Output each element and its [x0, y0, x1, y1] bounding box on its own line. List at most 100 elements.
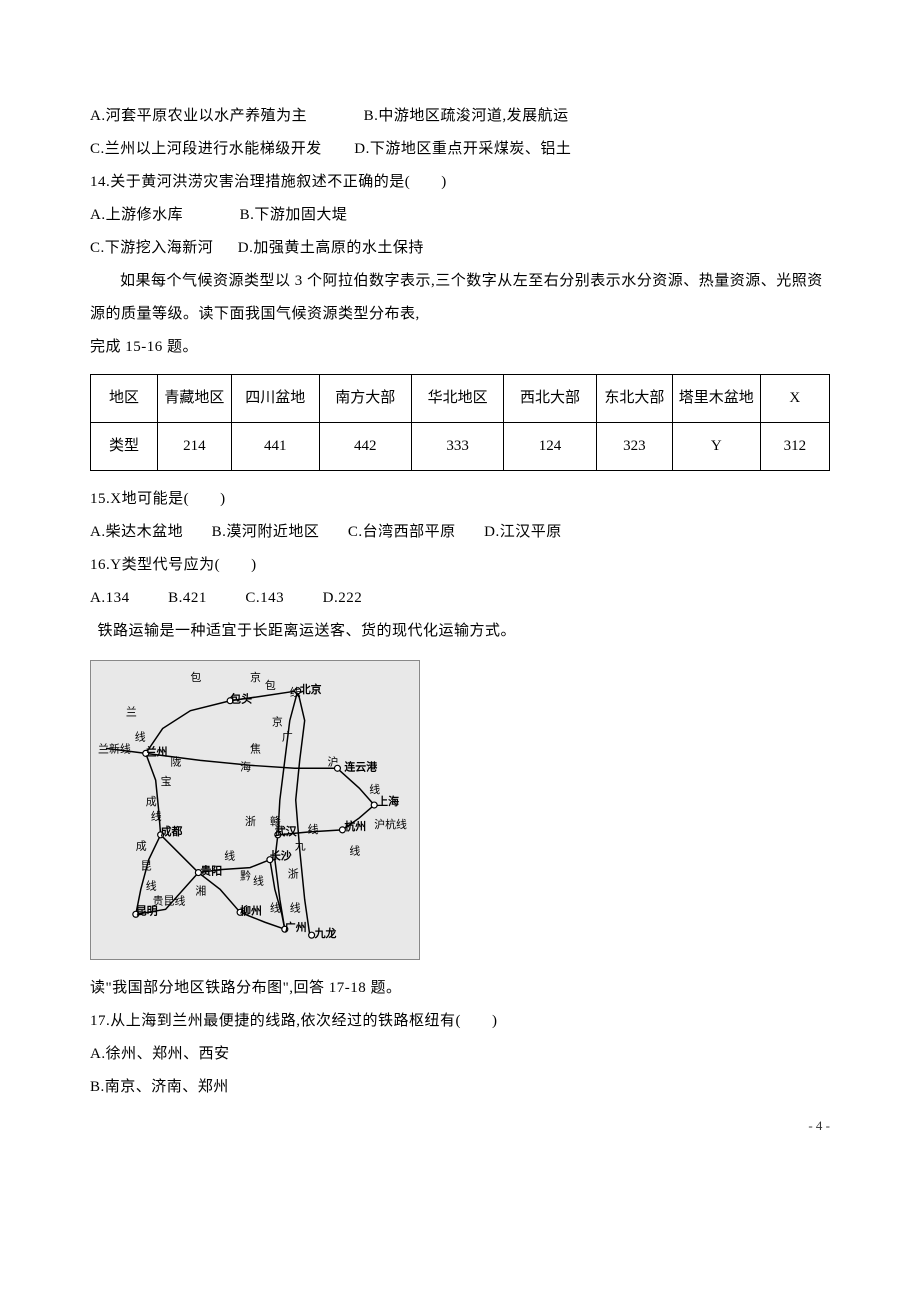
q13-optB: B.中游地区疏浚河道,发展航运 — [364, 108, 569, 124]
svg-text:线: 线 — [308, 822, 319, 836]
svg-text:长沙: 长沙 — [270, 849, 292, 863]
svg-text:京: 京 — [250, 670, 261, 684]
q13-optC-optD: C.兰州以上河段进行水能梯级开发 D.下游地区重点开采煤炭、铝土 — [90, 133, 830, 166]
q15-optD: D.江汉平原 — [484, 524, 562, 540]
td-val: 442 — [319, 423, 411, 471]
svg-text:包: 包 — [265, 679, 276, 692]
td-val: 323 — [596, 423, 672, 471]
svg-text:兰新线: 兰新线 — [98, 741, 131, 755]
svg-text:柳州: 柳州 — [240, 903, 262, 917]
td-val: 214 — [157, 423, 231, 471]
q16-optB: B.421 — [168, 590, 207, 606]
td-val: 312 — [760, 423, 829, 471]
svg-text:浙: 浙 — [288, 868, 299, 881]
table-row: 类型 214 441 442 333 124 323 Y 312 — [91, 423, 830, 471]
q14-optC: C.下游挖入海新河 — [90, 240, 213, 256]
svg-text:京: 京 — [272, 715, 283, 729]
q15-optC: C.台湾西部平原 — [348, 524, 456, 540]
th-col: 华北地区 — [411, 375, 503, 423]
svg-text:杭州: 杭州 — [344, 819, 366, 833]
svg-text:兰州: 兰州 — [146, 744, 168, 758]
svg-text:湘: 湘 — [195, 883, 206, 897]
q13-optD: D.下游地区重点开采煤炭、铝土 — [354, 141, 571, 157]
climate-table: 地区 青藏地区 四川盆地 南方大部 华北地区 西北大部 东北大部 塔里木盆地 X… — [90, 374, 830, 471]
q15-optB: B.漠河附近地区 — [212, 524, 320, 540]
svg-text:线: 线 — [253, 874, 264, 888]
svg-text:沪: 沪 — [328, 754, 339, 768]
svg-text:连云港: 连云港 — [344, 759, 378, 773]
q13-optC: C.兰州以上河段进行水能梯级开发 — [90, 141, 322, 157]
passage17-caption: 读"我国部分地区铁路分布图",回答 17-18 题。 — [90, 972, 830, 1005]
svg-text:贵昆线: 贵昆线 — [153, 893, 186, 907]
svg-text:线: 线 — [290, 685, 301, 699]
th-region: 地区 — [91, 375, 158, 423]
svg-text:线: 线 — [151, 809, 162, 823]
passage15-p1: 如果每个气候资源类型以 3 个阿拉伯数字表示,三个数字从左至右分别表示水分资源、… — [90, 265, 830, 331]
q14-optC-optD: C.下游挖入海新河 D.加强黄土高原的水土保持 — [90, 232, 830, 265]
svg-text:陇: 陇 — [171, 754, 182, 768]
svg-text:贵阳: 贵阳 — [200, 864, 222, 878]
svg-text:广: 广 — [282, 730, 293, 743]
svg-text:广州: 广州 — [285, 920, 307, 934]
svg-text:九: 九 — [295, 840, 306, 853]
svg-text:成都: 成都 — [161, 824, 183, 838]
svg-text:线: 线 — [369, 782, 380, 796]
svg-text:焦: 焦 — [250, 742, 261, 755]
svg-text:成: 成 — [146, 795, 157, 808]
svg-text:上海: 上海 — [377, 794, 399, 808]
q14-optB: B.下游加固大堤 — [240, 207, 348, 223]
svg-text:线: 线 — [224, 849, 235, 863]
svg-text:包头: 包头 — [229, 692, 252, 706]
q14-stem: 14.关于黄河洪涝灾害治理措施叙述不正确的是( ) — [90, 166, 830, 199]
q17-optA: A.徐州、郑州、西安 — [90, 1038, 830, 1071]
svg-text:兰: 兰 — [126, 706, 137, 719]
th-col: 青藏地区 — [157, 375, 231, 423]
svg-text:宝: 宝 — [161, 774, 172, 788]
rail-map: 北京包头兰州连云港上海杭州武汉成都长沙贵阳昆明柳州广州九龙 包京包线兰线兰新线京… — [90, 660, 420, 960]
th-col: 西北大部 — [504, 375, 596, 423]
svg-text:北京: 北京 — [300, 682, 322, 696]
th-col: 南方大部 — [319, 375, 411, 423]
th-col: 东北大部 — [596, 375, 672, 423]
table-row: 地区 青藏地区 四川盆地 南方大部 华北地区 西北大部 东北大部 塔里木盆地 X — [91, 375, 830, 423]
td-val: Y — [672, 423, 760, 471]
passage15-p2: 完成 15-16 题。 — [90, 331, 830, 364]
q16-optC: C.143 — [245, 590, 284, 606]
svg-text:浙: 浙 — [245, 815, 256, 828]
q13-optA-optB: A.河套平原农业以水产养殖为主 B.中游地区疏浚河道,发展航运 — [90, 100, 830, 133]
svg-text:昆: 昆 — [141, 860, 152, 873]
q16-stem: 16.Y类型代号应为( ) — [90, 549, 830, 582]
q13-optA: A.河套平原农业以水产养殖为主 — [90, 108, 307, 124]
q14-optA-optB: A.上游修水库 B.下游加固大堤 — [90, 199, 830, 232]
q17-stem: 17.从上海到兰州最便捷的线路,依次经过的铁路枢纽有( ) — [90, 1005, 830, 1038]
passage17-p1: 铁路运输是一种适宜于长距离运送客、货的现代化运输方式。 — [90, 615, 830, 648]
td-val: 124 — [504, 423, 596, 471]
th-type: 类型 — [91, 423, 158, 471]
rail-map-wrap: 北京包头兰州连云港上海杭州武汉成都长沙贵阳昆明柳州广州九龙 包京包线兰线兰新线京… — [90, 660, 830, 960]
svg-text:线: 线 — [135, 729, 146, 743]
td-val: 333 — [411, 423, 503, 471]
svg-text:线: 线 — [146, 878, 157, 892]
svg-text:沪杭线: 沪杭线 — [374, 817, 407, 831]
svg-text:线: 线 — [349, 844, 360, 858]
q15-stem: 15.X地可能是( ) — [90, 483, 830, 516]
q15-optA: A.柴达木盆地 — [90, 524, 183, 540]
svg-text:黔: 黔 — [240, 869, 251, 883]
q16-opts: A.134 B.421 C.143 D.222 — [90, 582, 830, 615]
th-col: 四川盆地 — [231, 375, 319, 423]
q16-optD: D.222 — [323, 590, 363, 606]
q14-optD: D.加强黄土高原的水土保持 — [238, 240, 424, 256]
q17-optB: B.南京、济南、郑州 — [90, 1071, 830, 1104]
svg-text:包: 包 — [190, 671, 201, 684]
td-val: 441 — [231, 423, 319, 471]
th-col: 塔里木盆地 — [672, 375, 760, 423]
page-number: - 4 - — [808, 1118, 830, 1134]
svg-text:线: 线 — [270, 900, 281, 914]
svg-text:成: 成 — [136, 840, 147, 853]
q16-optA: A.134 — [90, 590, 130, 606]
q15-opts: A.柴达木盆地 B.漠河附近地区 C.台湾西部平原 D.江汉平原 — [90, 516, 830, 549]
svg-text:赣: 赣 — [270, 814, 281, 828]
q14-optA: A.上游修水库 — [90, 207, 183, 223]
svg-text:九龙: 九龙 — [314, 926, 337, 940]
th-col: X — [760, 375, 829, 423]
